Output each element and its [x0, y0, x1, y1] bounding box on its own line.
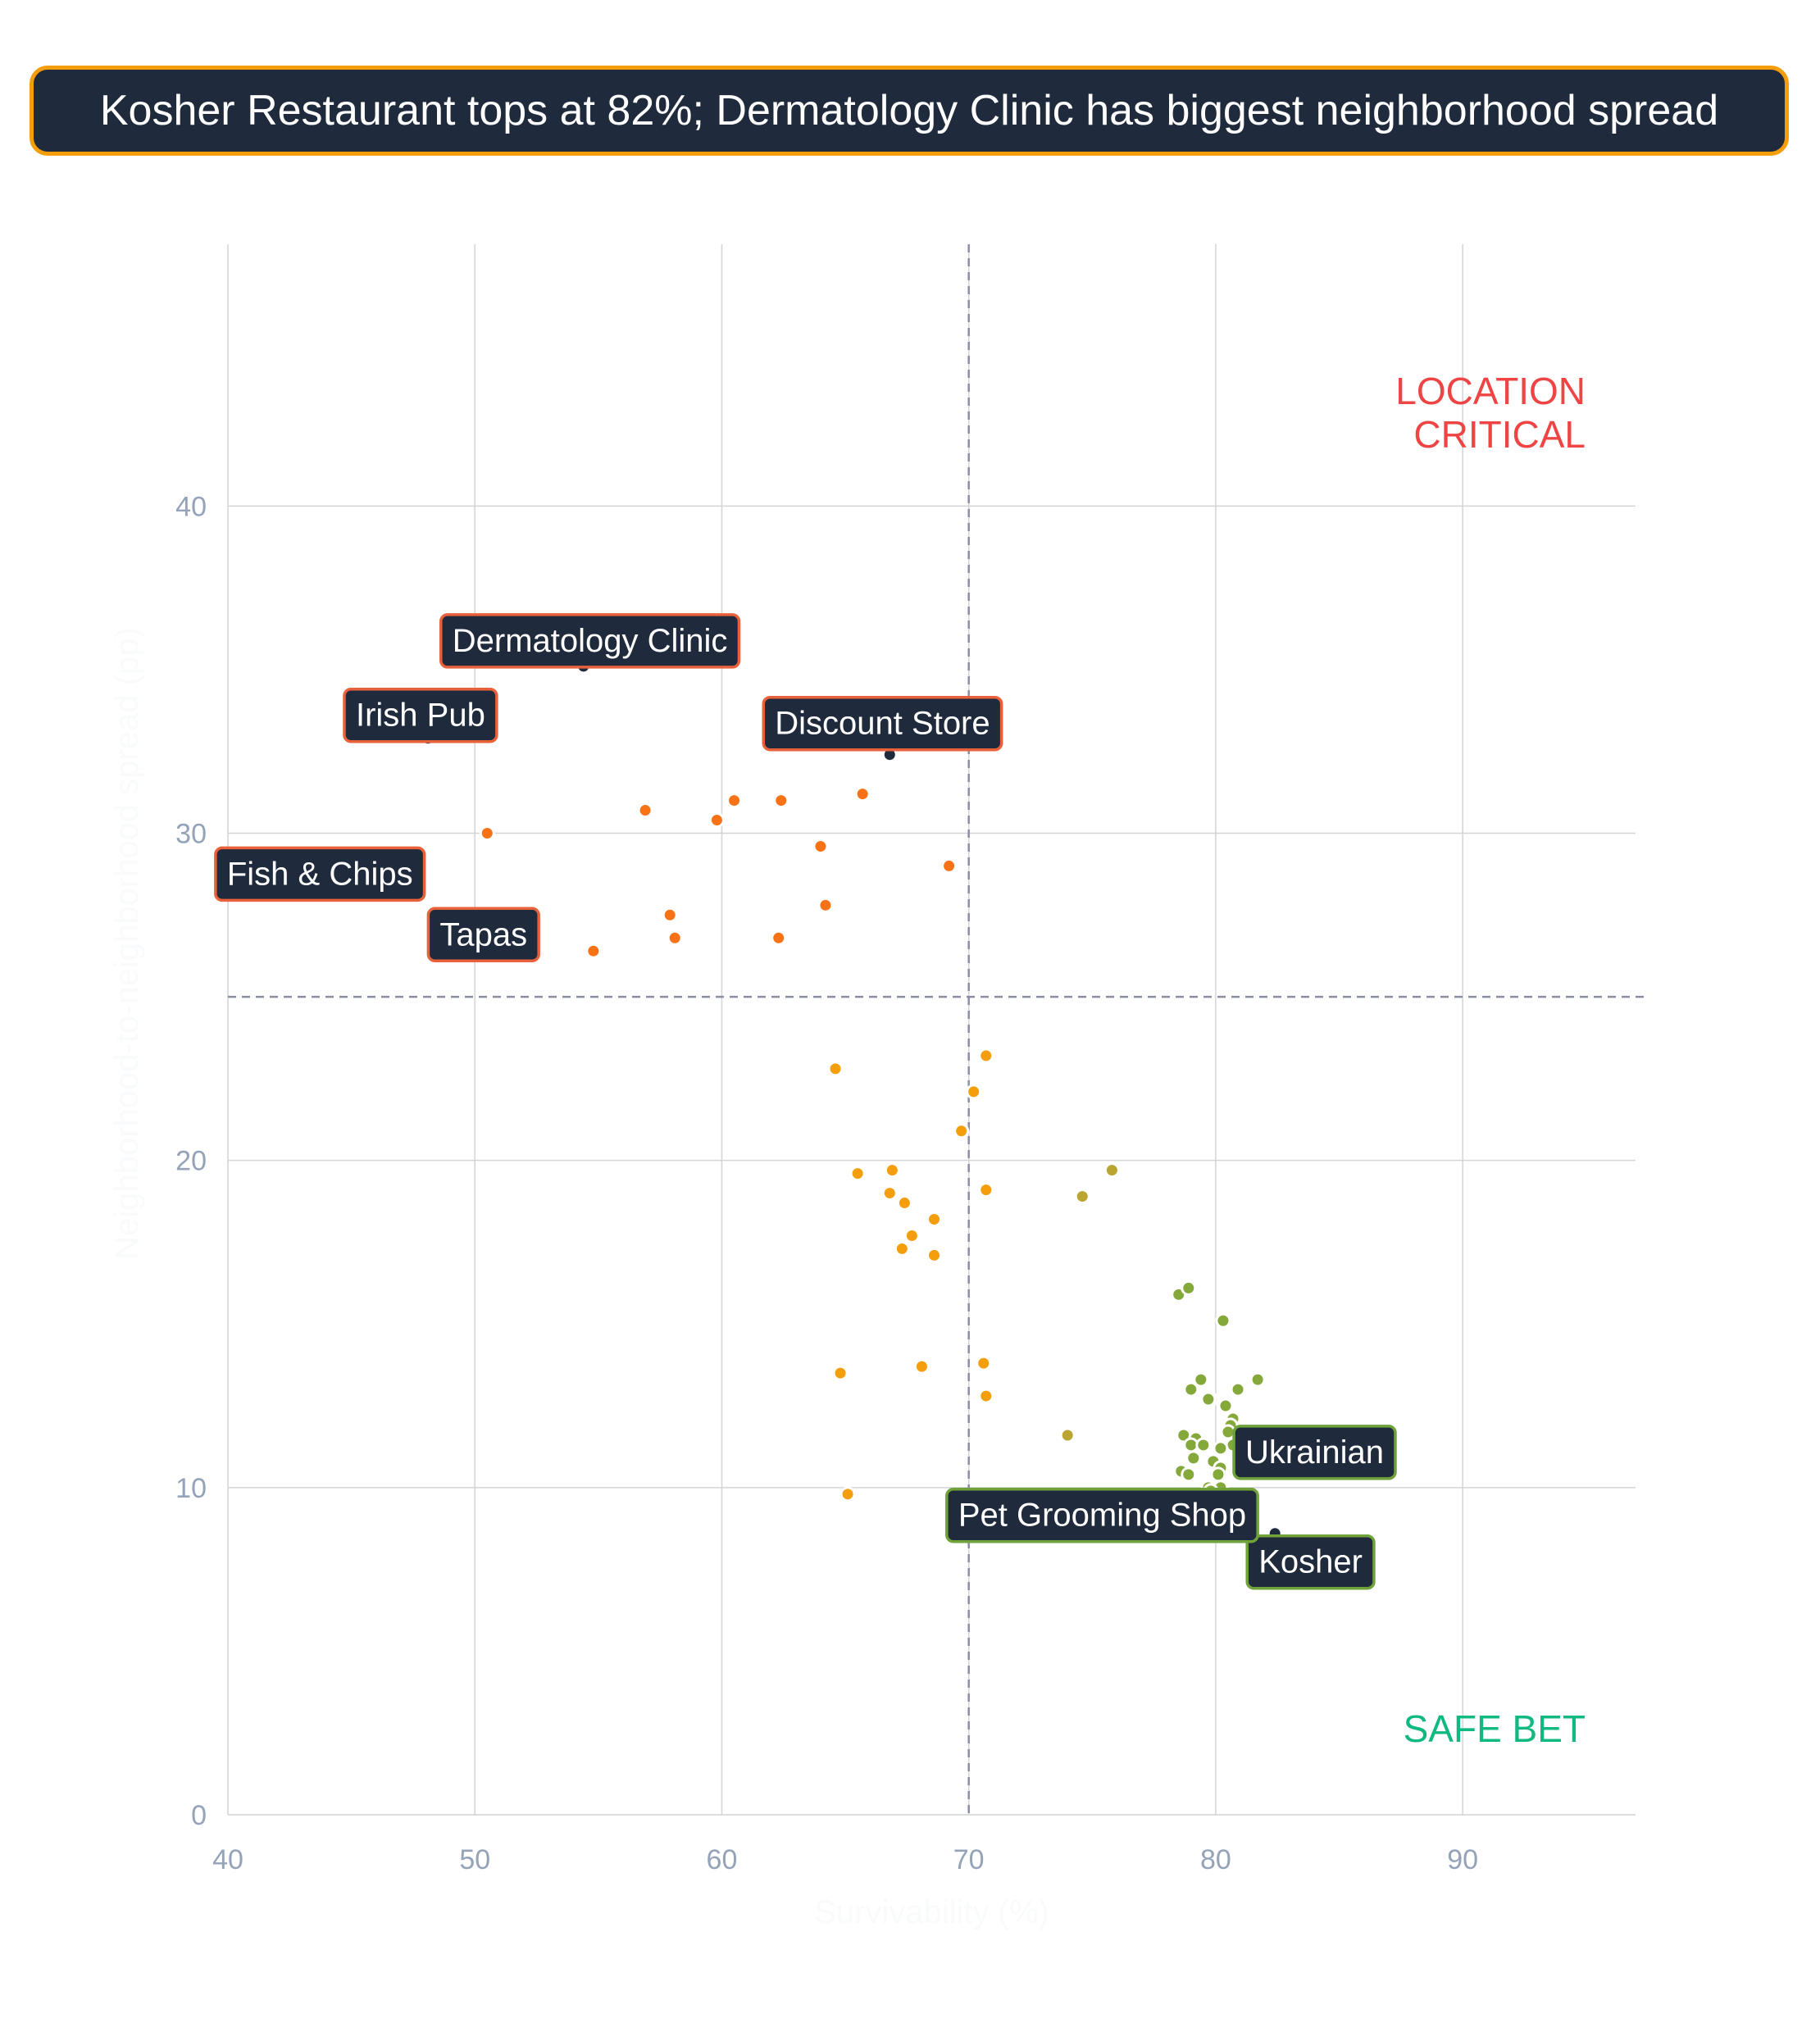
- data-point: [662, 907, 678, 923]
- data-point: [1074, 1189, 1090, 1205]
- point-label: Dermatology Clinic: [439, 613, 741, 669]
- data-point: [817, 897, 834, 913]
- point-labels: Dermatology Clinic Irish Pub Discount Stor…: [214, 613, 1397, 1590]
- point-label-text: Tapas: [439, 916, 527, 952]
- point-label-box: [945, 1487, 1259, 1543]
- point-label-box: [439, 613, 741, 669]
- point-label-box: [426, 907, 540, 962]
- data-point: [667, 930, 683, 946]
- y-tick-label: 20: [175, 1146, 207, 1177]
- data-point: [773, 793, 789, 809]
- y-tick-label: 30: [175, 819, 207, 850]
- data-point: [896, 1195, 912, 1211]
- y-tick-label: 0: [191, 1800, 207, 1831]
- point-label: Pet Grooming Shop: [945, 1487, 1259, 1543]
- data-point: [978, 1388, 994, 1404]
- x-tick-label: 80: [1200, 1844, 1231, 1875]
- data-point: [637, 802, 653, 819]
- point-label-text: Ukrainian: [1245, 1434, 1384, 1471]
- point-label-text: Kosher: [1258, 1544, 1363, 1580]
- data-point: [913, 1358, 930, 1375]
- reference-lines: [228, 244, 1644, 1815]
- point-label-text: Pet Grooming Shop: [958, 1498, 1246, 1534]
- data-point: [839, 1486, 856, 1502]
- data-point: [903, 1227, 920, 1243]
- y-tick-label: 40: [175, 491, 207, 522]
- data-point: [978, 1048, 994, 1064]
- data-point: [1059, 1427, 1076, 1443]
- data-point: [1210, 1466, 1226, 1483]
- y-tick-label: 10: [175, 1473, 207, 1504]
- data-point: [926, 1247, 943, 1263]
- point-label: Discount Store: [762, 695, 1003, 752]
- y-axis-title: Neighborhood-to-neighborhood spread (pp): [109, 627, 145, 1260]
- data-point: [941, 857, 958, 874]
- point-label-box: [214, 846, 426, 902]
- x-axis-title: Survivability (%): [814, 1894, 1049, 1930]
- data-point: [1217, 1398, 1234, 1414]
- data-point: [966, 1084, 982, 1100]
- data-point: [708, 812, 725, 829]
- data-point: [827, 1061, 844, 1077]
- data-point: [585, 943, 602, 959]
- point-label: Kosher: [1245, 1534, 1376, 1590]
- data-point: [1183, 1381, 1199, 1398]
- data-point: [1103, 1162, 1120, 1179]
- data-point: [1193, 1371, 1209, 1388]
- x-tick-label: 70: [953, 1844, 985, 1875]
- point-label: Ukrainian: [1232, 1425, 1397, 1480]
- point-label-box: [762, 695, 1003, 752]
- x-tick-label: 60: [707, 1844, 738, 1875]
- data-point: [832, 1365, 849, 1381]
- grid-layer: [227, 244, 1636, 1816]
- axis-ticks: 40 50 60 70 80 90 0 10 20 30 40: [175, 491, 1478, 1875]
- data-point: [726, 793, 743, 809]
- point-label-box: [1232, 1425, 1397, 1480]
- x-tick-label: 50: [459, 1844, 490, 1875]
- data-points: [393, 658, 1283, 1542]
- point-label: Irish Pub: [343, 687, 498, 743]
- data-point: [1181, 1466, 1197, 1483]
- data-point: [771, 930, 787, 946]
- data-point: [1213, 1440, 1229, 1457]
- data-point: [1249, 1371, 1266, 1388]
- quadrant-label-location-critical: LOCATION: [1395, 370, 1586, 412]
- point-label-text: Fish & Chips: [227, 856, 413, 892]
- point-label-text: Irish Pub: [356, 698, 485, 734]
- data-point: [881, 1185, 898, 1202]
- data-point: [926, 1211, 943, 1228]
- data-point: [479, 825, 495, 841]
- data-point: [1200, 1391, 1217, 1407]
- chart-headline: Kosher Restaurant tops at 82%; Dermatolo…: [30, 66, 1789, 156]
- data-point: [1230, 1381, 1246, 1398]
- data-point: [1195, 1437, 1212, 1453]
- data-point: [1215, 1312, 1231, 1329]
- point-label: Fish & Chips: [214, 846, 426, 902]
- point-label-box: [1245, 1534, 1376, 1590]
- point-label-text: Discount Store: [775, 706, 990, 742]
- data-point: [849, 1166, 866, 1182]
- data-point: [976, 1355, 992, 1371]
- quadrant-label-safe-bet: SAFE BET: [1404, 1707, 1586, 1750]
- data-point: [1185, 1450, 1202, 1466]
- point-label-box: [343, 687, 498, 743]
- data-point: [884, 1162, 900, 1179]
- data-point: [894, 1240, 910, 1257]
- x-tick-label: 40: [212, 1844, 243, 1875]
- data-point: [1181, 1280, 1197, 1296]
- point-label-text: Dermatology Clinic: [453, 623, 728, 659]
- data-point: [812, 838, 829, 854]
- data-point: [978, 1182, 994, 1198]
- quadrant-label-location-critical: CRITICAL: [1413, 413, 1586, 456]
- x-tick-label: 90: [1447, 1844, 1478, 1875]
- point-label: Tapas: [426, 907, 540, 962]
- data-point: [854, 786, 871, 802]
- data-point: [953, 1123, 970, 1139]
